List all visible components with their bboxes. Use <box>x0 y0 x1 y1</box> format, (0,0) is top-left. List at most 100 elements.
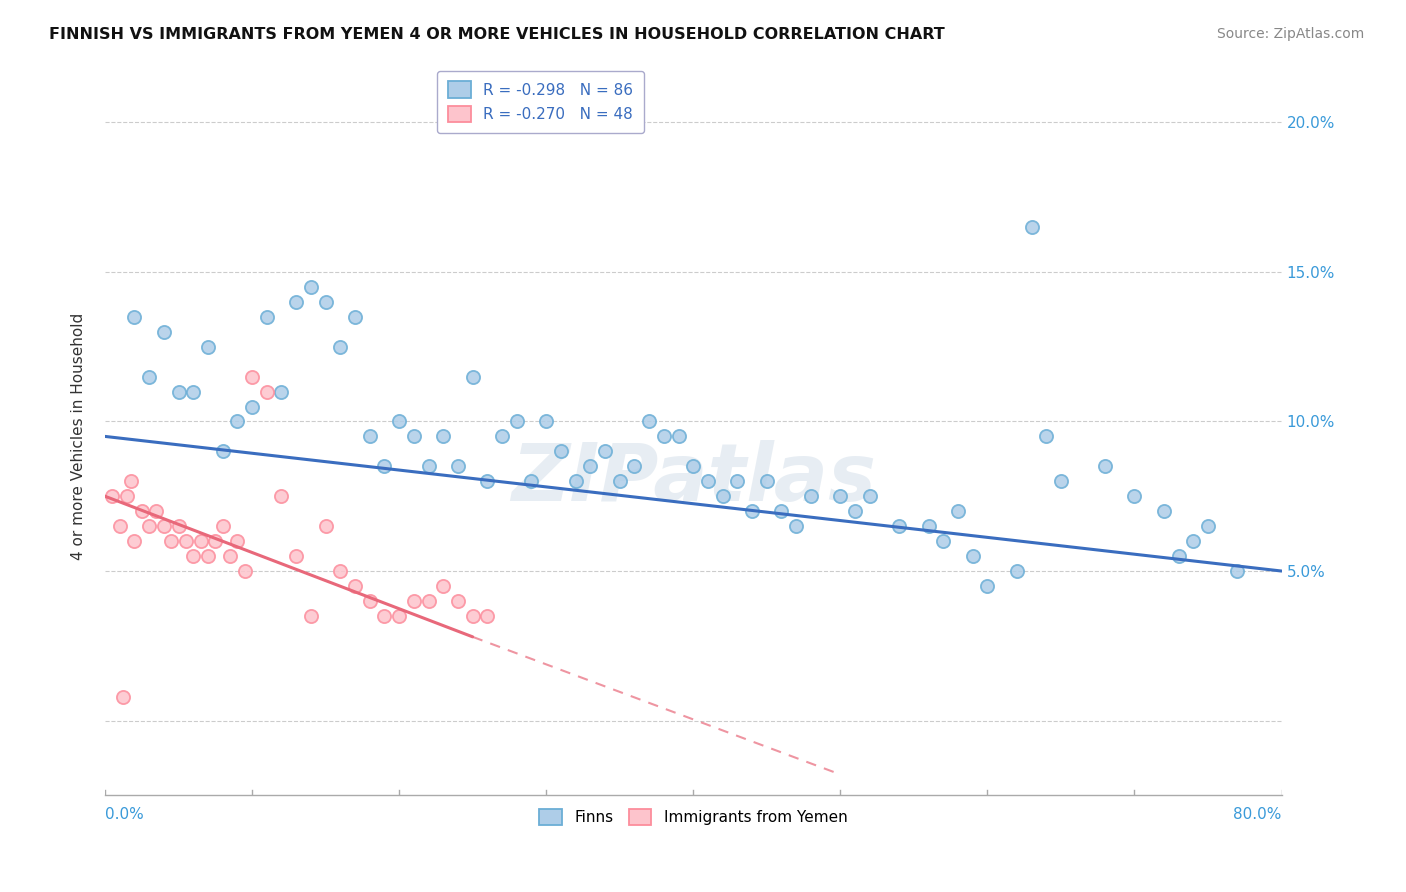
Point <box>506 414 529 428</box>
Point <box>402 429 425 443</box>
Point <box>579 459 602 474</box>
Point <box>181 549 204 563</box>
Point <box>233 564 256 578</box>
Point <box>167 384 190 399</box>
Point <box>461 369 484 384</box>
Point <box>197 549 219 563</box>
Point <box>711 489 734 503</box>
Point <box>219 549 242 563</box>
Point <box>343 579 366 593</box>
Point <box>917 519 939 533</box>
Point <box>359 594 381 608</box>
Point <box>1182 534 1205 549</box>
Point <box>153 519 176 533</box>
Point <box>115 489 138 503</box>
Text: FINNISH VS IMMIGRANTS FROM YEMEN 4 OR MORE VEHICLES IN HOUSEHOLD CORRELATION CHA: FINNISH VS IMMIGRANTS FROM YEMEN 4 OR MO… <box>49 27 945 42</box>
Point <box>299 280 322 294</box>
Point <box>652 429 675 443</box>
Point <box>432 579 454 593</box>
Point <box>153 325 176 339</box>
Point <box>256 384 278 399</box>
Point <box>167 519 190 533</box>
Point <box>329 340 352 354</box>
Point <box>285 549 308 563</box>
Point <box>190 534 212 549</box>
Point <box>181 384 204 399</box>
Legend: Finns, Immigrants from Yemen: Finns, Immigrants from Yemen <box>530 799 856 834</box>
Point <box>844 504 866 518</box>
Point <box>124 534 146 549</box>
Point <box>682 459 704 474</box>
Point <box>534 414 557 428</box>
Point <box>1167 549 1189 563</box>
Text: Source: ZipAtlas.com: Source: ZipAtlas.com <box>1216 27 1364 41</box>
Point <box>1197 519 1219 533</box>
Point <box>1021 219 1043 234</box>
Point <box>101 489 124 503</box>
Point <box>491 429 513 443</box>
Point <box>315 294 337 309</box>
Point <box>593 444 616 458</box>
Point <box>256 310 278 324</box>
Text: 0.0%: 0.0% <box>105 807 143 822</box>
Point <box>226 534 249 549</box>
Point <box>785 519 807 533</box>
Point <box>976 579 998 593</box>
Point <box>564 475 586 489</box>
Point <box>932 534 955 549</box>
Point <box>111 690 134 704</box>
Point <box>1035 429 1057 443</box>
Point <box>638 414 661 428</box>
Point <box>1005 564 1028 578</box>
Point <box>770 504 793 518</box>
Point <box>388 608 411 623</box>
Point <box>121 475 143 489</box>
Point <box>550 444 572 458</box>
Point <box>388 414 411 428</box>
Y-axis label: 4 or more Vehicles in Household: 4 or more Vehicles in Household <box>72 313 86 560</box>
Point <box>160 534 183 549</box>
Point <box>138 369 160 384</box>
Point <box>138 519 160 533</box>
Point <box>520 475 543 489</box>
Point <box>859 489 882 503</box>
Point <box>609 475 631 489</box>
Point <box>1153 504 1175 518</box>
Point <box>418 594 440 608</box>
Point <box>197 340 219 354</box>
Point <box>1050 475 1073 489</box>
Point <box>755 475 778 489</box>
Point <box>741 504 763 518</box>
Point <box>174 534 197 549</box>
Point <box>697 475 720 489</box>
Point <box>418 459 440 474</box>
Point <box>270 489 292 503</box>
Text: 80.0%: 80.0% <box>1233 807 1281 822</box>
Point <box>432 429 454 443</box>
Point <box>131 504 153 518</box>
Point <box>725 475 748 489</box>
Point <box>477 475 499 489</box>
Point <box>211 444 233 458</box>
Point <box>623 459 645 474</box>
Point <box>1123 489 1146 503</box>
Point <box>285 294 308 309</box>
Point <box>226 414 249 428</box>
Point <box>329 564 352 578</box>
Point <box>240 400 263 414</box>
Point <box>402 594 425 608</box>
Point <box>204 534 226 549</box>
Point <box>270 384 292 399</box>
Point <box>343 310 366 324</box>
Point <box>108 519 131 533</box>
Point <box>447 594 470 608</box>
Point <box>962 549 984 563</box>
Point <box>1094 459 1116 474</box>
Point <box>373 608 395 623</box>
Point <box>889 519 911 533</box>
Point <box>800 489 823 503</box>
Point <box>477 608 499 623</box>
Point <box>830 489 852 503</box>
Point <box>1226 564 1249 578</box>
Point <box>211 519 233 533</box>
